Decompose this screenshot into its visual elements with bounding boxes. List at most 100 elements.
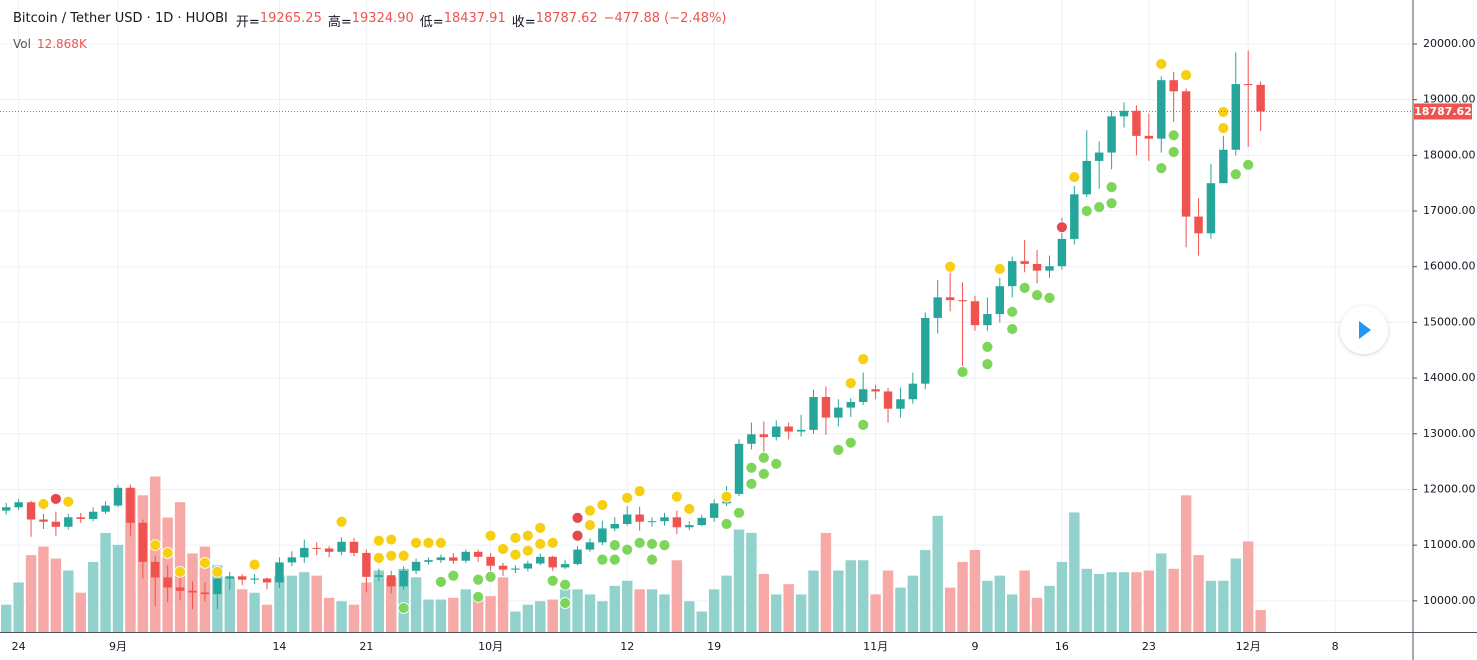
indicator-dot bbox=[608, 553, 621, 566]
candle-body bbox=[449, 557, 458, 561]
volume-bar bbox=[708, 589, 720, 632]
candle-body bbox=[1070, 194, 1079, 239]
candle-body bbox=[1181, 91, 1191, 217]
candle-body bbox=[411, 561, 421, 571]
x-tick-label: 12 bbox=[620, 640, 634, 653]
candle-body bbox=[300, 547, 309, 558]
candle-body bbox=[250, 578, 259, 580]
indicator-dot bbox=[534, 538, 547, 550]
volume-bar bbox=[771, 594, 782, 632]
indicator-dot bbox=[397, 549, 410, 562]
volume-bar bbox=[994, 575, 1006, 632]
volume-bar bbox=[249, 592, 260, 632]
indicator-dot bbox=[646, 538, 658, 550]
candle-body bbox=[1045, 266, 1054, 271]
candle-body bbox=[883, 391, 893, 409]
last-price-badge bbox=[1414, 103, 1472, 120]
volume-bar bbox=[112, 544, 124, 632]
indicator-dot bbox=[993, 263, 1006, 275]
y-tick-label: 14000.00 bbox=[1423, 371, 1476, 384]
change-value: −477.88 (−2.48%) bbox=[603, 11, 727, 26]
ohlc-label: 收= bbox=[511, 15, 536, 30]
volume-bar bbox=[1056, 561, 1068, 632]
volume-label: Vol bbox=[13, 37, 31, 51]
volume-bar bbox=[522, 604, 534, 632]
indicator-dot bbox=[372, 552, 385, 564]
indicator-dot bbox=[670, 490, 683, 503]
volume-bar bbox=[236, 589, 248, 632]
indicator-dot bbox=[584, 519, 596, 531]
y-tick-label: 10000.00 bbox=[1423, 594, 1476, 607]
indicator-dot bbox=[571, 529, 584, 542]
indicator-dot bbox=[484, 529, 497, 542]
candle-body bbox=[436, 557, 446, 561]
volume-bar bbox=[100, 532, 111, 632]
candle-body bbox=[697, 517, 706, 526]
candle-body bbox=[660, 517, 669, 522]
indicator-dot bbox=[857, 418, 870, 431]
indicator-dot bbox=[646, 553, 658, 566]
indicator-dot bbox=[857, 353, 870, 366]
candle-body bbox=[933, 297, 942, 318]
volume-bar bbox=[671, 560, 683, 632]
x-tick-label: 21 bbox=[359, 640, 373, 653]
candle-body bbox=[809, 397, 818, 430]
candle-body bbox=[337, 541, 346, 552]
volume-bar bbox=[684, 601, 695, 632]
indicator-dot bbox=[596, 553, 609, 566]
indicator-dot bbox=[497, 543, 509, 555]
volume-bar bbox=[535, 601, 546, 632]
candle-body bbox=[1082, 160, 1091, 195]
volume-bar bbox=[733, 529, 745, 632]
ohlc-value: 18437.91 bbox=[443, 11, 506, 26]
candle-body bbox=[573, 549, 582, 565]
indicator-dot bbox=[1056, 221, 1068, 234]
indicator-dot bbox=[844, 377, 857, 389]
volume-bar bbox=[1081, 568, 1092, 632]
volume-bar bbox=[1093, 573, 1105, 632]
volume-bar bbox=[38, 546, 49, 632]
plot-area bbox=[0, 50, 1413, 632]
candle-body bbox=[523, 563, 533, 569]
indicator-dot bbox=[633, 485, 646, 498]
ohlc-label: 开= bbox=[235, 15, 260, 30]
y-tick-label: 19000.00 bbox=[1423, 93, 1476, 106]
volume-bar bbox=[25, 555, 37, 632]
indicator-dot bbox=[956, 366, 969, 378]
volume-bar bbox=[609, 585, 621, 632]
volume-bar bbox=[336, 601, 347, 632]
indicator-dot bbox=[745, 461, 758, 474]
volume-bar bbox=[783, 584, 794, 632]
volume-bar bbox=[1242, 541, 1254, 632]
indicator-dot bbox=[199, 557, 211, 569]
symbol-title: Bitcoin / Tether USD · 1D · HUOBI bbox=[13, 11, 228, 26]
scroll-button-icon[interactable] bbox=[1359, 321, 1371, 339]
x-tick-label: 16 bbox=[1055, 640, 1069, 653]
volume-bar bbox=[510, 611, 521, 632]
volume-bar bbox=[857, 560, 869, 632]
volume-bar bbox=[870, 594, 881, 632]
candle-body bbox=[51, 521, 61, 527]
volume-bar bbox=[572, 589, 583, 632]
indicator-dot bbox=[1080, 205, 1093, 217]
volume-bar bbox=[323, 597, 335, 632]
candle-body bbox=[151, 561, 160, 578]
candle-body bbox=[200, 592, 210, 595]
candle-body bbox=[685, 525, 694, 528]
scroll-button[interactable] bbox=[1340, 306, 1388, 354]
candle-body bbox=[275, 562, 284, 583]
candle-body bbox=[747, 434, 756, 444]
volume-bar bbox=[423, 599, 434, 632]
candle-body bbox=[945, 297, 955, 301]
indicator-dot bbox=[584, 504, 596, 517]
candle-body bbox=[921, 317, 930, 384]
indicator-dot bbox=[1167, 146, 1180, 158]
candle-body bbox=[113, 487, 123, 506]
indicator-dot bbox=[1006, 305, 1019, 318]
volume-bar bbox=[435, 599, 447, 632]
indicator-dot bbox=[335, 515, 348, 528]
x-tick-label: 23 bbox=[1142, 640, 1156, 653]
indicator-dot bbox=[472, 573, 485, 586]
last-price-label: 18787.62 bbox=[1414, 105, 1472, 118]
